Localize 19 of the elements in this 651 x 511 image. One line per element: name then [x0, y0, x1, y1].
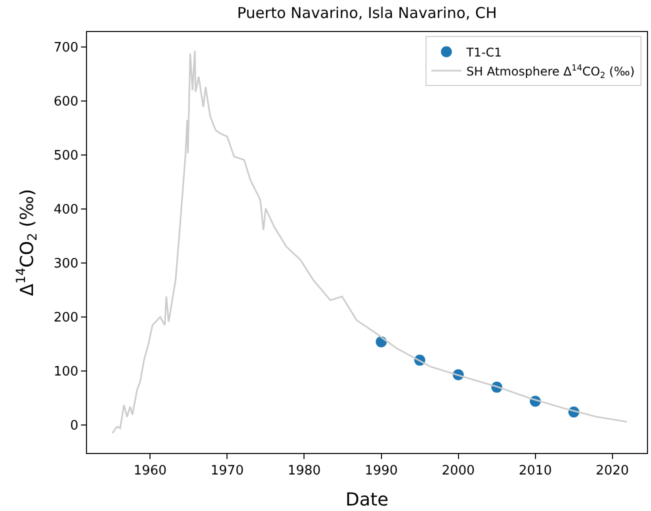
x-tick-label: 1970: [210, 464, 244, 479]
x-tick-label: 2000: [442, 464, 475, 479]
y-tick-label: 0: [70, 418, 78, 434]
y-tick-label: 100: [54, 364, 78, 380]
x-tick-label: 1960: [134, 464, 167, 479]
y-tick-label: 500: [54, 148, 78, 164]
x-tick-label: 2010: [518, 464, 552, 479]
y-tick-label: 600: [54, 94, 78, 110]
y-tick-label: 700: [54, 40, 78, 56]
legend-label: SH Atmosphere Δ$^{14}$CO$_{2}$ (‰): [466, 62, 635, 80]
x-axis-title: Date: [345, 490, 389, 511]
legend-label: T1-C1: [465, 45, 502, 60]
y-tick-label: 300: [54, 256, 78, 272]
y-tick-label: 400: [54, 202, 78, 218]
x-tick-label: 2020: [596, 464, 629, 479]
chart-title: Puerto Navarino, Isla Navarino, CH: [237, 4, 497, 22]
x-tick-label: 1990: [364, 464, 398, 479]
y-tick-label: 200: [54, 310, 78, 326]
x-tick-label: 1980: [288, 464, 321, 479]
